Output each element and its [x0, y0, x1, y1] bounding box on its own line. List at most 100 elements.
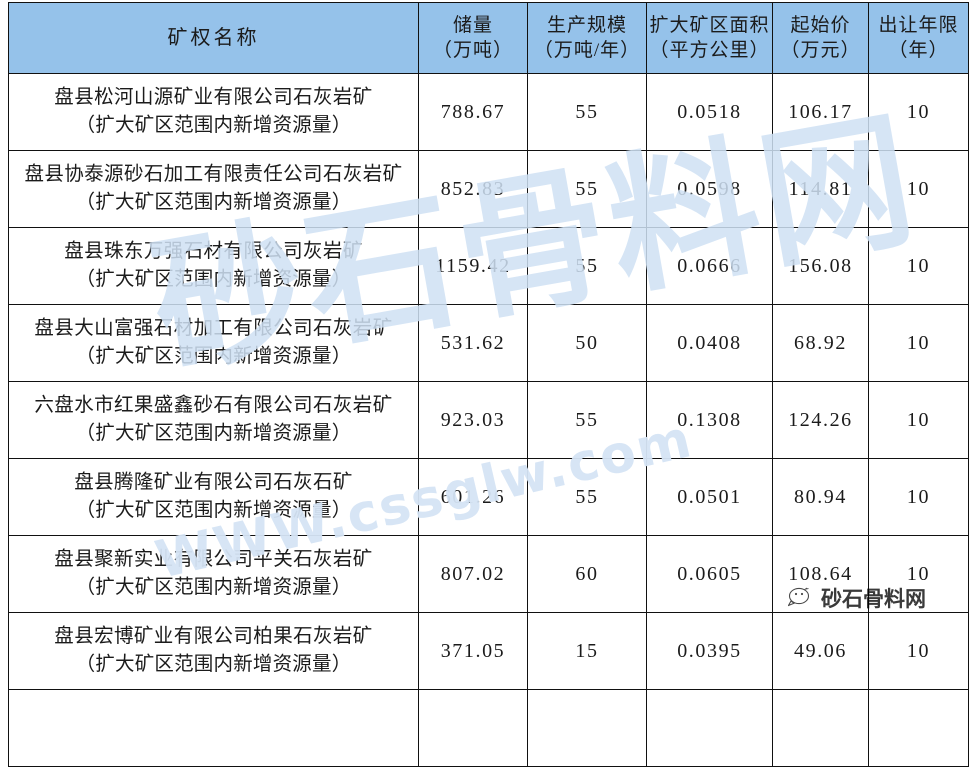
- mining-right-name-line1: 盘县协泰源砂石加工有限责任公司石灰岩矿: [24, 164, 403, 186]
- cell-production-capacity: 55: [527, 73, 647, 151]
- column-header-starting-price: 起始价 （万元）: [772, 2, 869, 74]
- cell-transfer-term: 10: [868, 73, 969, 151]
- column-header-reserve: 储量 （万吨）: [418, 2, 528, 74]
- mining-right-name-line2: （扩大矿区范围内新增资源量）: [75, 500, 352, 521]
- column-header-line1: 生产规模: [546, 14, 627, 36]
- table-row[interactable]: [8, 689, 969, 767]
- cell-production-capacity: 60: [527, 535, 647, 613]
- cell-reserve: 923.03: [418, 381, 528, 459]
- cell-reserve: 788.67: [418, 73, 528, 151]
- cell-transfer-term: 10: [868, 458, 969, 536]
- cell-transfer-term: 10: [868, 381, 969, 459]
- mining-right-name-line2: （扩大矿区范围内新增资源量）: [75, 654, 352, 675]
- mining-right-name-line1: 盘县聚新实业有限公司平关石灰岩矿: [54, 549, 373, 571]
- cell-production-capacity: [527, 689, 647, 767]
- mining-right-name-line2: （扩大矿区范围内新增资源量）: [75, 192, 352, 213]
- mining-right-name-line2: （扩大矿区范围内新增资源量）: [75, 269, 352, 290]
- mining-right-name-line2: （扩大矿区范围内新增资源量）: [75, 346, 352, 367]
- cell-reserve: 531.62: [418, 304, 528, 382]
- cell-expanded-area: 0.0666: [646, 227, 773, 305]
- cell-starting-price: 49.06: [772, 612, 869, 690]
- cell-starting-price: 80.94: [772, 458, 869, 536]
- mining-right-name-line2: （扩大矿区范围内新增资源量）: [75, 115, 352, 136]
- cell-expanded-area: 0.0501: [646, 458, 773, 536]
- cell-mining-right-name: 盘县腾隆矿业有限公司石灰石矿 （扩大矿区范围内新增资源量）: [8, 458, 419, 536]
- mining-right-name-line2: （扩大矿区范围内新增资源量）: [75, 577, 352, 598]
- table-header: 矿权名称 储量 （万吨） 生产规模 （万吨/年） 扩大矿区面积 （平方公里） 起…: [8, 2, 969, 74]
- cell-expanded-area: 0.0605: [646, 535, 773, 613]
- cell-expanded-area: 0.0518: [646, 73, 773, 151]
- cell-mining-right-name: 盘县珠东万强石材有限公司灰岩矿 （扩大矿区范围内新增资源量）: [8, 227, 419, 305]
- column-header-mining-right-name: 矿权名称: [8, 2, 419, 74]
- column-header-line2: （万元）: [780, 40, 861, 61]
- column-header-line2: （万吨）: [432, 40, 513, 61]
- cell-reserve: 601.26: [418, 458, 528, 536]
- cell-mining-right-name: 盘县大山富强石材加工有限公司石灰岩矿 （扩大矿区范围内新增资源量）: [8, 304, 419, 382]
- wechat-badge-label: 砂石骨料网: [821, 587, 926, 611]
- cell-mining-right-name: 盘县松河山源矿业有限公司石灰岩矿 （扩大矿区范围内新增资源量）: [8, 73, 419, 151]
- column-header-line2: （平方公里）: [649, 40, 770, 61]
- cell-starting-price: 68.92: [772, 304, 869, 382]
- cell-reserve: 852.83: [418, 150, 528, 228]
- wechat-icon: [788, 587, 810, 607]
- cell-starting-price: 114.81: [772, 150, 869, 228]
- cell-mining-right-name: 盘县协泰源砂石加工有限责任公司石灰岩矿 （扩大矿区范围内新增资源量）: [8, 150, 419, 228]
- cell-production-capacity: 55: [527, 381, 647, 459]
- column-header-production-capacity: 生产规模 （万吨/年）: [527, 2, 647, 74]
- cell-starting-price: 156.08: [772, 227, 869, 305]
- cell-production-capacity: 55: [527, 227, 647, 305]
- table-row[interactable]: 盘县松河山源矿业有限公司石灰岩矿 （扩大矿区范围内新增资源量） 788.67 55 0.…: [8, 73, 969, 151]
- cell-reserve: 371.05: [418, 612, 528, 690]
- cell-expanded-area: 0.1308: [646, 381, 773, 459]
- table-row[interactable]: 盘县大山富强石材加工有限公司石灰岩矿 （扩大矿区范围内新增资源量） 531.62 50…: [8, 304, 969, 382]
- cell-production-capacity: 55: [527, 150, 647, 228]
- cell-starting-price: 108.64: [772, 535, 869, 613]
- mining-right-name-line1: 盘县松河山源矿业有限公司石灰岩矿: [54, 87, 373, 109]
- mining-rights-table-container: 矿权名称 储量 （万吨） 生产规模 （万吨/年） 扩大矿区面积 （平方公里） 起…: [8, 2, 969, 767]
- cell-expanded-area: 0.0598: [646, 150, 773, 228]
- mining-right-name-line1: 盘县珠东万强石材有限公司灰岩矿: [64, 241, 363, 263]
- mining-right-name-line1: 盘县腾隆矿业有限公司石灰石矿: [74, 472, 353, 494]
- cell-reserve: 807.02: [418, 535, 528, 613]
- cell-starting-price: [772, 689, 869, 767]
- column-header-line1: 矿权名称: [167, 26, 260, 49]
- cell-transfer-term: 10: [868, 535, 969, 613]
- column-header-line1: 起始价: [790, 14, 851, 36]
- column-header-line2: （万吨/年）: [533, 40, 641, 61]
- table-header-row: 矿权名称 储量 （万吨） 生产规模 （万吨/年） 扩大矿区面积 （平方公里） 起…: [8, 2, 969, 74]
- column-header-expanded-area: 扩大矿区面积 （平方公里）: [646, 2, 773, 74]
- cell-starting-price: 106.17: [772, 73, 869, 151]
- wechat-watermark-badge: 砂石骨料网: [788, 583, 926, 613]
- cell-transfer-term: 10: [868, 612, 969, 690]
- column-header-line2: （年）: [888, 40, 949, 61]
- cell-production-capacity: 55: [527, 458, 647, 536]
- mining-right-name-line1: 盘县大山富强石材加工有限公司石灰岩矿: [34, 318, 393, 340]
- cell-starting-price: 124.26: [772, 381, 869, 459]
- cell-transfer-term: [868, 689, 969, 767]
- cell-mining-right-name: [8, 689, 419, 767]
- table-row[interactable]: 盘县宏博矿业有限公司柏果石灰岩矿 （扩大矿区范围内新增资源量） 371.05 15 0.…: [8, 612, 969, 690]
- cell-production-capacity: 50: [527, 304, 647, 382]
- table-row[interactable]: 盘县腾隆矿业有限公司石灰石矿 （扩大矿区范围内新增资源量） 601.26 55 0.05…: [8, 458, 969, 536]
- mining-right-name-line1: 六盘水市红果盛鑫砂石有限公司石灰岩矿: [34, 395, 393, 417]
- column-header-line1: 储量: [452, 14, 493, 36]
- table-row[interactable]: 六盘水市红果盛鑫砂石有限公司石灰岩矿 （扩大矿区范围内新增资源量） 923.03 55…: [8, 381, 969, 459]
- cell-reserve: 1159.42: [418, 227, 528, 305]
- table-row[interactable]: 盘县协泰源砂石加工有限责任公司石灰岩矿 （扩大矿区范围内新增资源量） 852.83 5…: [8, 150, 969, 228]
- table-row[interactable]: 盘县珠东万强石材有限公司灰岩矿 （扩大矿区范围内新增资源量） 1159.42 55 0.…: [8, 227, 969, 305]
- cell-mining-right-name: 盘县宏博矿业有限公司柏果石灰岩矿 （扩大矿区范围内新增资源量）: [8, 612, 419, 690]
- column-header-line1: 扩大矿区面积: [649, 14, 770, 36]
- cell-production-capacity: 15: [527, 612, 647, 690]
- cell-transfer-term: 10: [868, 150, 969, 228]
- cell-reserve: [418, 689, 528, 767]
- cell-expanded-area: 0.0408: [646, 304, 773, 382]
- cell-expanded-area: 0.0395: [646, 612, 773, 690]
- column-header-transfer-term: 出让年限 （年）: [868, 2, 969, 74]
- table-body: 盘县松河山源矿业有限公司石灰岩矿 （扩大矿区范围内新增资源量） 788.67 55 0.…: [8, 73, 969, 767]
- cell-expanded-area: [646, 689, 773, 767]
- table-row[interactable]: 盘县聚新实业有限公司平关石灰岩矿 （扩大矿区范围内新增资源量） 807.02 60 0.…: [8, 535, 969, 613]
- mining-rights-table: 矿权名称 储量 （万吨） 生产规模 （万吨/年） 扩大矿区面积 （平方公里） 起…: [8, 2, 969, 767]
- cell-transfer-term: 10: [868, 304, 969, 382]
- mining-right-name-line1: 盘县宏博矿业有限公司柏果石灰岩矿: [54, 626, 373, 648]
- cell-mining-right-name: 盘县聚新实业有限公司平关石灰岩矿 （扩大矿区范围内新增资源量）: [8, 535, 419, 613]
